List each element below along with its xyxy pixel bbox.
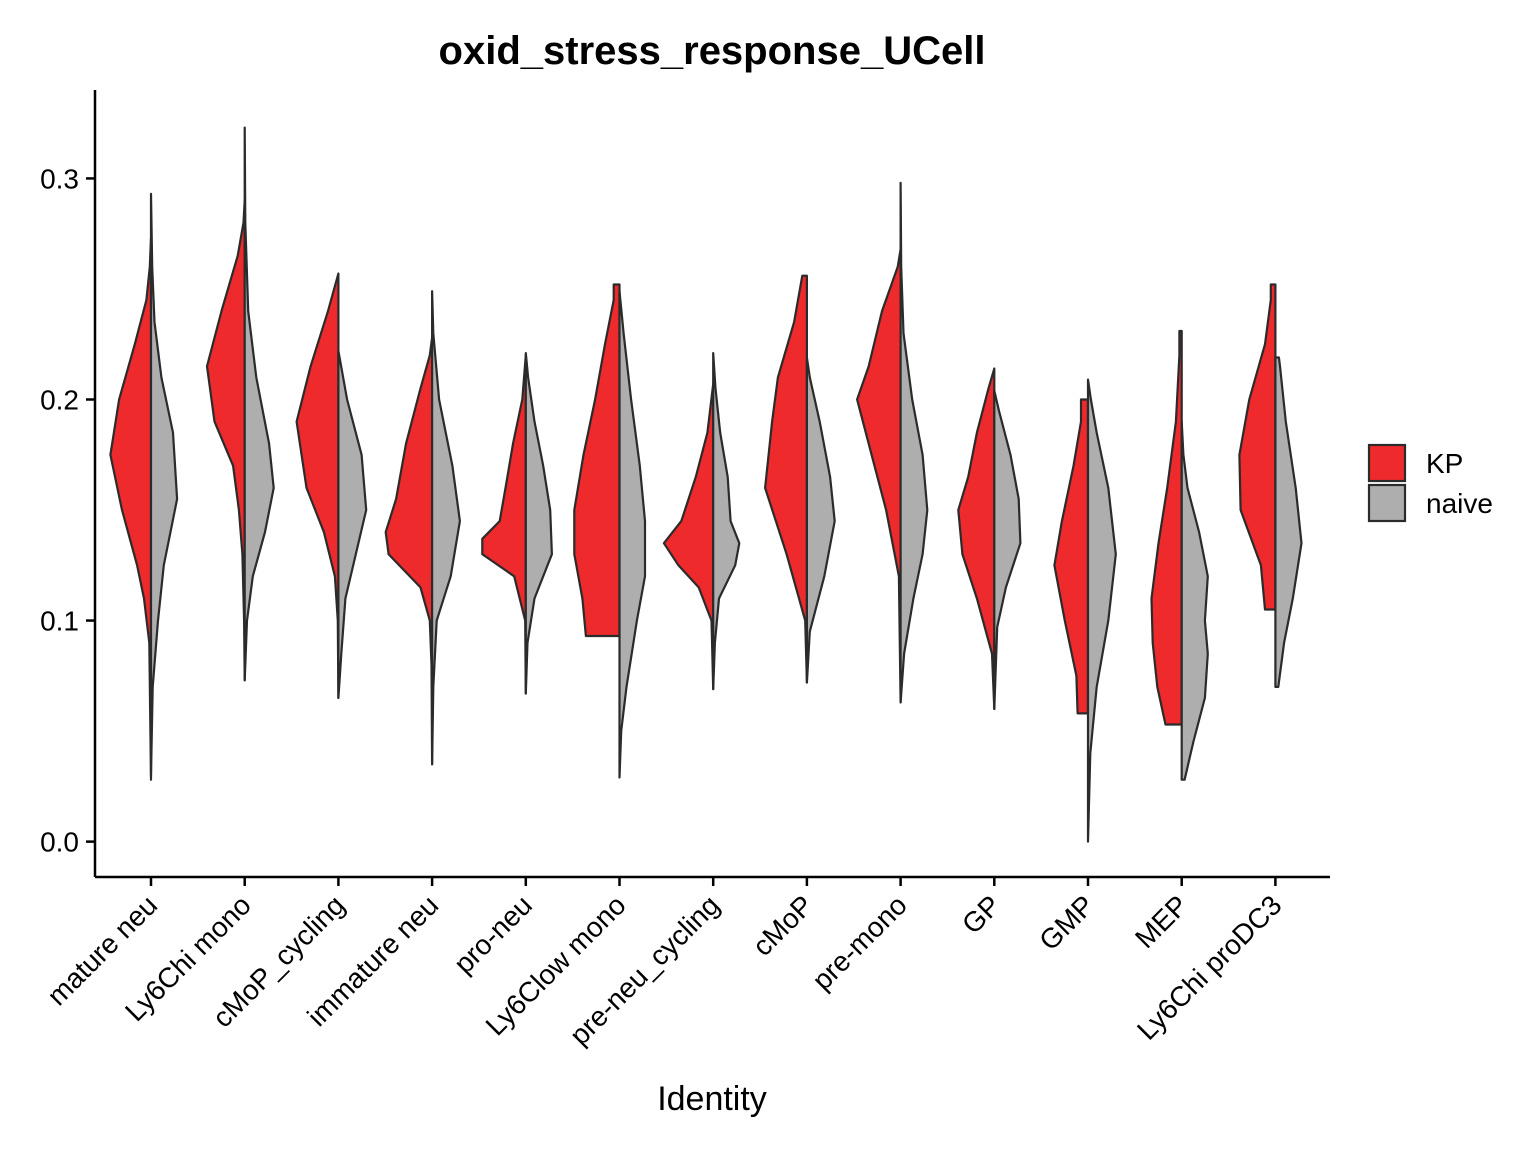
- legend: KP naive: [1367, 443, 1493, 523]
- violin-kp-immature-neu: [384, 336, 434, 766]
- legend-label-kp: KP: [1426, 448, 1463, 479]
- violin-naive-pre-neu-cycling: [712, 352, 741, 691]
- x-tick-label: GMP: [1033, 889, 1100, 956]
- violin-naive-gmp: [1086, 378, 1117, 843]
- y-tick-label: 0.2: [40, 384, 79, 415]
- violin-naive-mature-neu: [149, 192, 179, 777]
- violin-kp-cmop: [764, 274, 808, 684]
- violin-naive-pre-mono: [899, 181, 929, 704]
- violin-kp-ly6chi-mono: [205, 199, 246, 682]
- violin-naive-cmop-cycling: [337, 349, 368, 699]
- legend-label-naive: naive: [1426, 488, 1493, 519]
- x-axis-title: Identity: [657, 1080, 767, 1118]
- violin-kp-mature-neu: [109, 237, 153, 781]
- violin-kp-gp: [957, 367, 996, 711]
- x-tick-label: GP: [956, 889, 1007, 940]
- violin-kp-pre-neu-cycling: [662, 382, 715, 691]
- violin-naive-gp: [993, 389, 1022, 711]
- x-tick-label: pro-neu: [448, 889, 538, 979]
- violins-group: [109, 126, 1303, 843]
- violin-naive-ly6chi-mono: [243, 126, 275, 682]
- violin-kp-mep: [1150, 329, 1183, 726]
- violin-kp-ly6clow-mono: [573, 283, 621, 638]
- violin-kp-gmp: [1053, 398, 1090, 715]
- y-tick-label: 0.0: [40, 827, 79, 858]
- y-ticks-group: 0.0 0.1 0.2 0.3: [40, 163, 95, 858]
- violin-naive-ly6chi-prodc3: [1274, 356, 1303, 688]
- violin-naive-cmop: [805, 356, 836, 684]
- y-tick-label: 0.3: [40, 163, 79, 194]
- legend-swatch-naive: [1367, 483, 1407, 523]
- violin-kp-pre-mono: [856, 248, 902, 704]
- violin-kp-ly6chi-prodc3: [1238, 283, 1277, 611]
- violin-kp-cmop-cycling: [295, 272, 340, 699]
- x-tick-label: pre-mono: [806, 889, 913, 996]
- x-tick-label: cMoP: [747, 889, 820, 962]
- chart-title: oxid_stress_response_UCell: [439, 29, 986, 73]
- violin-naive-pro-neu: [524, 352, 553, 695]
- y-tick-label: 0.1: [40, 606, 79, 637]
- violin-naive-ly6clow-mono: [618, 290, 647, 779]
- legend-swatch-kp: [1367, 443, 1407, 483]
- violin-kp-pro-neu: [481, 354, 527, 695]
- x-tick-label: MEP: [1129, 889, 1194, 954]
- violin-naive-mep: [1180, 420, 1209, 781]
- violin-naive-immature-neu: [431, 290, 461, 766]
